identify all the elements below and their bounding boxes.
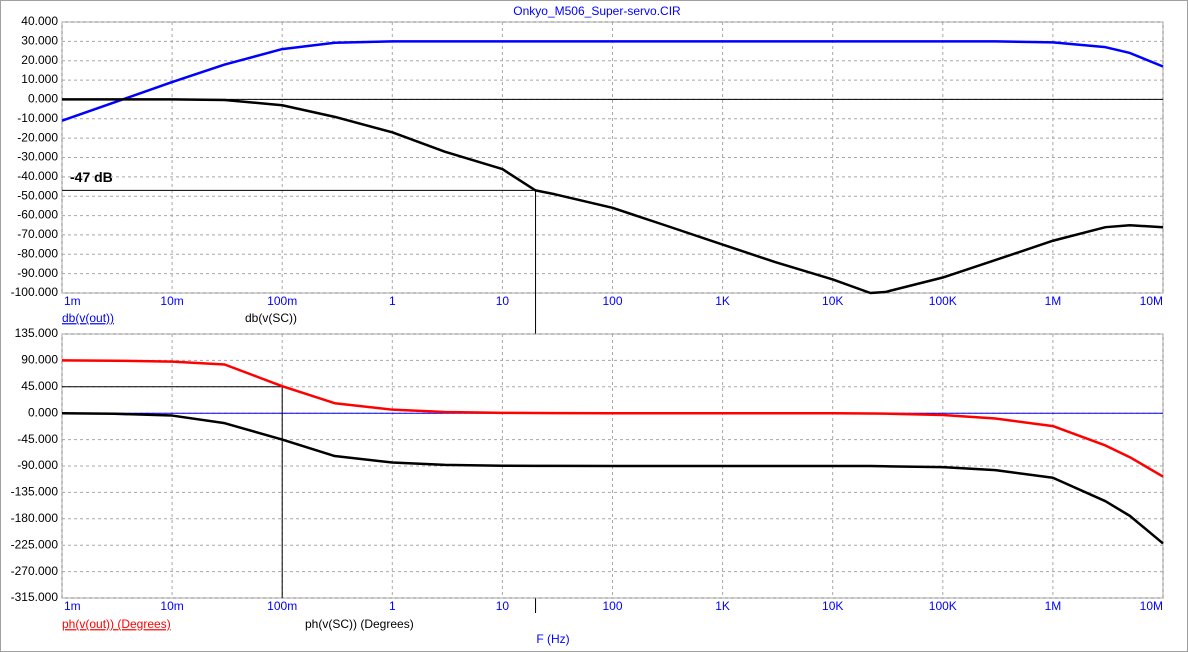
y-tick-label: -80.000: [17, 246, 58, 260]
x-tick-label: 1m: [64, 294, 81, 308]
y-tick-label: -100.000: [11, 285, 59, 299]
y-tick-label: 0.000: [28, 405, 58, 419]
x-tick-label: 1: [389, 599, 396, 613]
y-tick-label: 10.000: [21, 72, 58, 86]
y-tick-label: -40.000: [17, 169, 58, 183]
x-tick-label: 10m: [160, 599, 183, 613]
y-tick-label: -30.000: [17, 150, 58, 164]
y-tick-label: 0.000: [28, 92, 58, 106]
y-tick-label: -10.000: [17, 111, 58, 125]
y-tick-label: -180.000: [11, 511, 59, 525]
y-tick-label: -50.000: [17, 188, 58, 202]
y-tick-label: -225.000: [11, 537, 59, 551]
y-tick-label: -60.000: [17, 208, 58, 222]
y-tick-label: -90.000: [17, 458, 58, 472]
x-tick-label: 10m: [160, 294, 183, 308]
y-tick-label: 90.000: [21, 353, 58, 367]
series-line: [61, 40, 1164, 122]
x-tick-label: 10M: [1140, 294, 1163, 308]
y-tick-label: -90.000: [17, 266, 58, 280]
x-tick-label: 1: [389, 294, 396, 308]
x-tick-label: 1K: [715, 599, 730, 613]
y-tick-label: 30.000: [21, 34, 58, 48]
y-tick-label: -20.000: [17, 130, 58, 144]
legend-entry: db(v(out)): [62, 311, 114, 325]
plot-area: [61, 21, 1164, 294]
legend-entry: db(v(SC)): [245, 311, 297, 325]
y-tick-label: 40.000: [21, 14, 58, 28]
x-tick-label: 100: [602, 599, 622, 613]
chart-title: Onkyo_M506_Super-servo.CIR: [513, 4, 681, 18]
x-tick-label: 100m: [267, 294, 297, 308]
y-tick-label: -270.000: [11, 564, 59, 578]
y-tick-label: -135.000: [11, 485, 59, 499]
x-tick-label: 1M: [1045, 294, 1062, 308]
x-tick-label: 10K: [822, 599, 843, 613]
legend-entry: ph(v(SC)) (Degrees): [305, 617, 414, 631]
series-line: [61, 359, 1164, 478]
legend-entry: ph(v(out)) (Degrees): [62, 617, 171, 631]
y-tick-label: -45.000: [17, 432, 58, 446]
y-tick-label: -315.000: [11, 590, 59, 604]
cursor-label: -47 dB: [70, 169, 113, 185]
y-tick-label: -70.000: [17, 227, 58, 241]
series-line: [61, 411, 1164, 545]
x-tick-label: 100m: [267, 599, 297, 613]
x-axis-label: F (Hz): [536, 632, 569, 646]
y-tick-label: 20.000: [21, 53, 58, 67]
series-line: [62, 98, 1164, 295]
x-tick-label: 1m: [64, 599, 81, 613]
x-tick-label: 10M: [1140, 599, 1163, 613]
y-tick-label: 135.000: [15, 326, 59, 340]
x-tick-label: 10: [496, 599, 510, 613]
x-tick-label: 100: [602, 294, 622, 308]
x-tick-label: 100K: [929, 294, 957, 308]
x-tick-label: 1K: [715, 294, 730, 308]
x-tick-label: 10K: [822, 294, 843, 308]
x-tick-label: 10: [496, 294, 510, 308]
x-tick-label: 100K: [929, 599, 957, 613]
y-tick-label: 45.000: [21, 379, 58, 393]
x-tick-label: 1M: [1045, 599, 1062, 613]
